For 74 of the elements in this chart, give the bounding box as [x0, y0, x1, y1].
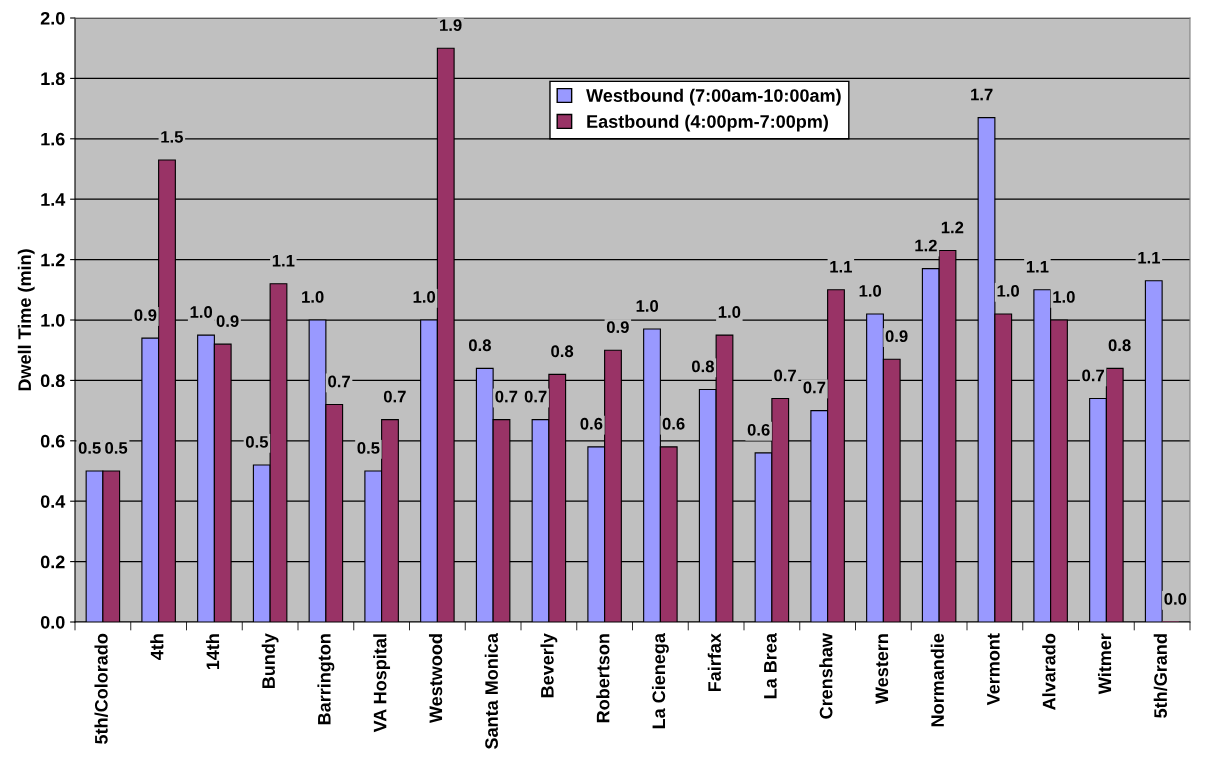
data-label: 1.0 — [1053, 291, 1075, 303]
x-tick-label: Beverly — [540, 633, 558, 698]
y-tick-label: 0.4 — [40, 495, 66, 508]
data-label: 0.6 — [580, 417, 603, 430]
data-label: 0.7 — [803, 381, 826, 394]
legend-label: Westbound (7:00am-10:00am) — [586, 88, 841, 106]
y-tick-label: 1.8 — [41, 72, 65, 86]
data-label: 0.5 — [105, 442, 128, 454]
data-label: 0.5 — [245, 435, 269, 448]
data-label: 0.5 — [78, 442, 101, 454]
data-label: 0.7 — [495, 390, 518, 403]
data-label: 0.8 — [691, 360, 714, 373]
y-tick-label: 1.4 — [41, 193, 66, 206]
data-label: 1.2 — [915, 239, 937, 252]
x-tick-label: Bundy — [261, 633, 279, 689]
x-tick-label: Fairfax — [707, 633, 721, 692]
data-label: 0.9 — [885, 330, 908, 343]
data-label: 0.7 — [328, 375, 350, 388]
x-tick-label: Robertson — [596, 634, 610, 723]
data-label: 1.0 — [636, 300, 659, 312]
y-tick-label: 0.2 — [40, 555, 65, 569]
y-tick-label: 1.0 — [41, 313, 65, 327]
x-tick-label: La Brea — [764, 632, 777, 699]
x-tick-label: Alvarado — [1042, 633, 1056, 710]
data-label: 0.5 — [357, 442, 380, 454]
data-label: 1.1 — [1138, 251, 1161, 264]
y-tick-label: 0.8 — [40, 374, 65, 388]
data-label: 1.0 — [413, 291, 436, 303]
data-label: 1.1 — [272, 254, 295, 267]
x-tick-label: Witmer — [1097, 633, 1112, 695]
x-tick-label: Western — [875, 634, 889, 705]
data-label: 0.9 — [134, 309, 157, 321]
x-tick-label: Barrington — [317, 634, 335, 725]
data-label: 0.6 — [662, 417, 685, 430]
data-label: 0.9 — [216, 315, 239, 327]
data-label: 0.9 — [606, 321, 629, 334]
data-label: 0.8 — [468, 339, 491, 352]
data-label: 1.1 — [1026, 260, 1049, 273]
x-tick-label: 5th/Colorado — [94, 633, 108, 744]
data-label: 1.2 — [941, 221, 964, 234]
x-tick-label: 14th — [205, 634, 220, 670]
data-label: 0.7 — [1082, 369, 1104, 382]
x-tick-label: Westwood — [428, 634, 443, 724]
y-axis-title: Dwell Time (min) — [17, 249, 35, 391]
data-label: 1.0 — [190, 306, 213, 318]
data-label: 1.1 — [830, 260, 852, 273]
data-label: 0.7 — [383, 390, 406, 403]
y-tick-label: 2.0 — [40, 11, 65, 25]
data-label: 0.8 — [551, 345, 574, 358]
legend-label: Eastbound (4:00pm-7:00pm) — [587, 114, 828, 132]
data-label: 1.5 — [161, 131, 183, 143]
x-tick-label: Vermont — [987, 633, 1000, 706]
data-label: 0.8 — [1108, 339, 1131, 352]
data-label: 0.7 — [774, 369, 796, 382]
y-tick-label: 0.6 — [40, 434, 65, 448]
data-label: 1.7 — [971, 88, 993, 101]
data-label: 1.0 — [302, 291, 324, 303]
x-tick-label: 5th/Grand — [1153, 634, 1168, 718]
data-label: 1.0 — [718, 306, 741, 318]
x-tick-label: Normandie — [930, 633, 944, 727]
x-tick-label: VA Hospital — [373, 634, 391, 733]
x-tick-label: 4th — [150, 634, 164, 660]
data-label: 0.0 — [1164, 593, 1187, 605]
data-label: 1.0 — [997, 284, 1019, 297]
y-tick-label: 1.6 — [41, 132, 65, 146]
x-tick-label: Santa Monica — [484, 632, 498, 749]
y-tick-label: 0.0 — [40, 615, 65, 629]
x-tick-label: La Cienega — [651, 632, 669, 729]
x-tick-label: Crenshaw — [819, 633, 833, 719]
data-label: 1.0 — [859, 284, 882, 297]
y-tick-label: 1.2 — [41, 253, 65, 267]
data-label: 0.7 — [524, 390, 547, 403]
data-label: 0.6 — [747, 423, 770, 436]
data-label: 1.9 — [440, 19, 462, 32]
